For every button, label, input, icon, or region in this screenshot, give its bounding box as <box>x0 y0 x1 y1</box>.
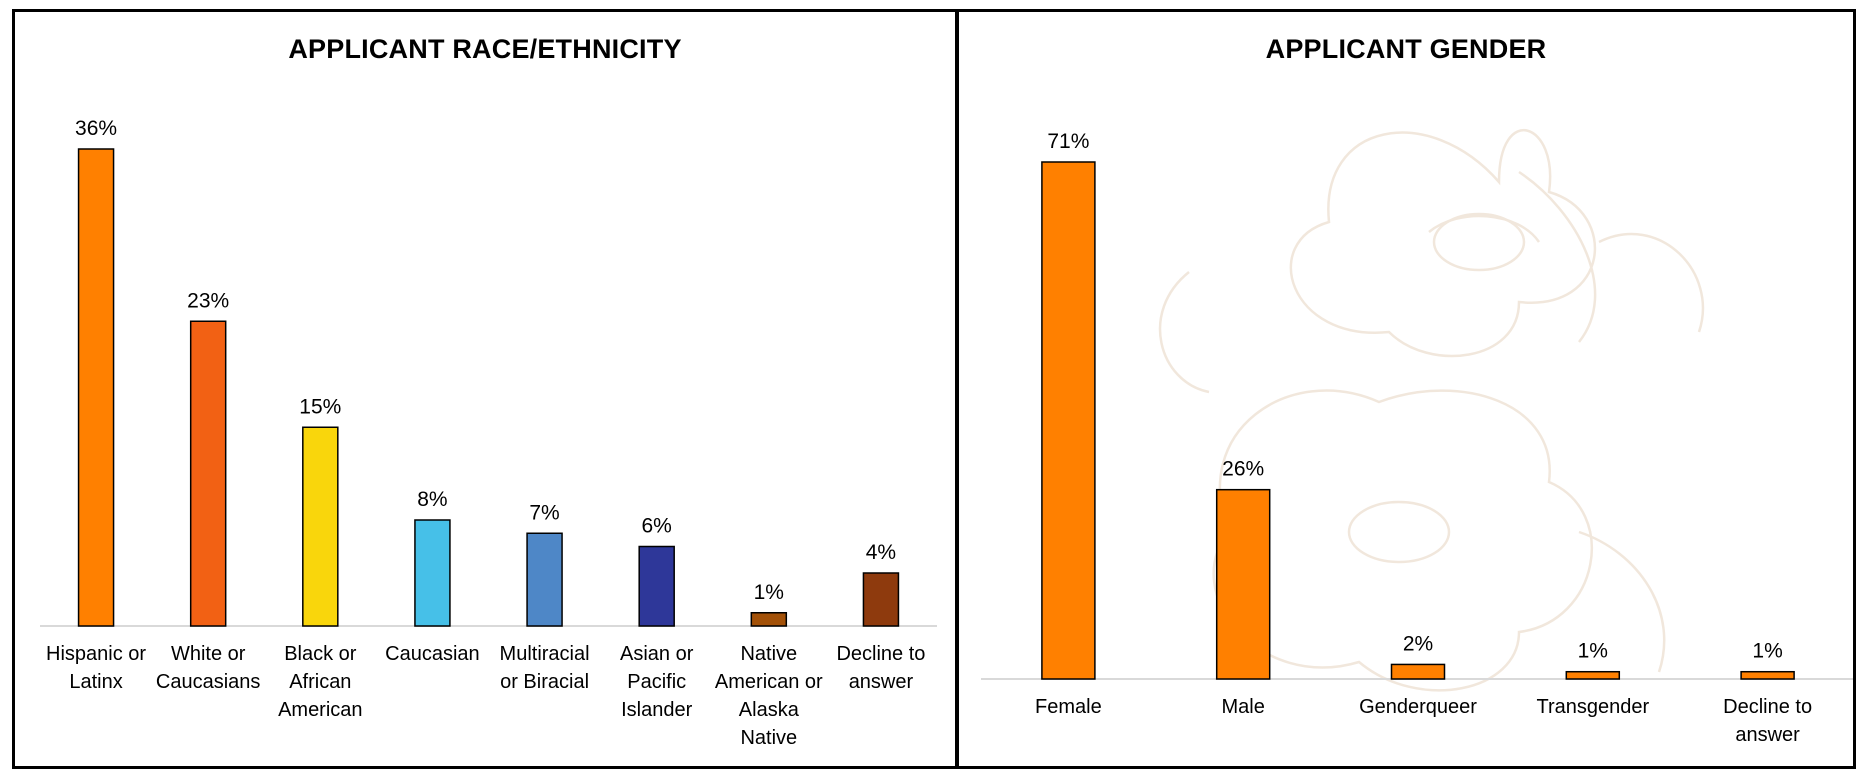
bar-0-4 <box>526 532 563 627</box>
bar-0-2 <box>302 426 339 627</box>
category-label-0-4: Multiracial or Biracial <box>500 643 590 693</box>
gender-chart-title: APPLICANT GENDER <box>1265 34 1547 64</box>
poppy-watermark-icon <box>1158 129 1705 692</box>
value-label-1-4: 1% <box>1752 640 1782 663</box>
category-label-0-5: Asian or Pacific Islander <box>620 643 694 721</box>
bar-0-5 <box>638 545 675 627</box>
value-label-0-7: 4% <box>866 541 896 564</box>
category-label-1-4: Decline to answer <box>1723 696 1812 746</box>
value-label-0-2: 15% <box>299 395 341 418</box>
value-label-0-3: 8% <box>417 488 447 511</box>
bar-1-2 <box>1390 663 1446 680</box>
race-chart-svg: 36% Hispanic or Latinx 23% White or Caucasian… <box>40 117 937 749</box>
bar-0-7 <box>862 572 900 627</box>
value-label-0-0: 36% <box>75 117 117 140</box>
bar-0-3 <box>414 519 451 627</box>
value-label-1-3: 1% <box>1578 640 1608 663</box>
category-label-0-7: Decline to answer <box>836 643 925 693</box>
value-label-0-1: 23% <box>187 289 229 312</box>
category-label-0-6: Native American or Alaska Native <box>715 643 823 749</box>
bar-1-0 <box>1041 161 1096 680</box>
category-label-0-1: White or Caucasians <box>156 643 261 693</box>
category-label-1-3: Transgender <box>1536 696 1649 718</box>
category-label-0-2: Black or African American <box>278 643 362 721</box>
bar-1-4 <box>1740 670 1795 680</box>
race-chart-title: APPLICANT RACE/ETHNICITY <box>288 34 682 64</box>
bar-1-3 <box>1565 670 1621 680</box>
value-label-0-4: 7% <box>529 501 559 524</box>
bar-0-6 <box>750 612 788 627</box>
value-label-1-2: 2% <box>1403 632 1433 655</box>
gender-chart-panel: APPLICANT GENDER 71% Female 26% Male 2% Gende… <box>956 9 1856 769</box>
gender-chart-svg: 71% Female 26% Male 2% Genderqueer 1% Transgend… <box>981 130 1853 746</box>
bar-0-1 <box>189 320 227 627</box>
bar-0-0 <box>77 148 115 627</box>
race-ethnicity-chart-panel: APPLICANT RACE/ETHNICITY 36% Hispanic or L… <box>12 9 958 769</box>
category-label-0-3: Caucasian <box>385 643 480 665</box>
bar-1-1 <box>1215 488 1271 680</box>
category-label-0-0: Hispanic or Latinx <box>46 643 146 693</box>
value-label-1-0: 71% <box>1047 130 1089 153</box>
value-label-1-1: 26% <box>1222 458 1264 481</box>
category-label-1-1: Male <box>1222 696 1265 718</box>
category-label-1-0: Female <box>1035 696 1102 718</box>
value-label-0-6: 1% <box>754 581 784 604</box>
value-label-0-5: 6% <box>642 515 672 538</box>
category-label-1-2: Genderqueer <box>1359 696 1477 718</box>
